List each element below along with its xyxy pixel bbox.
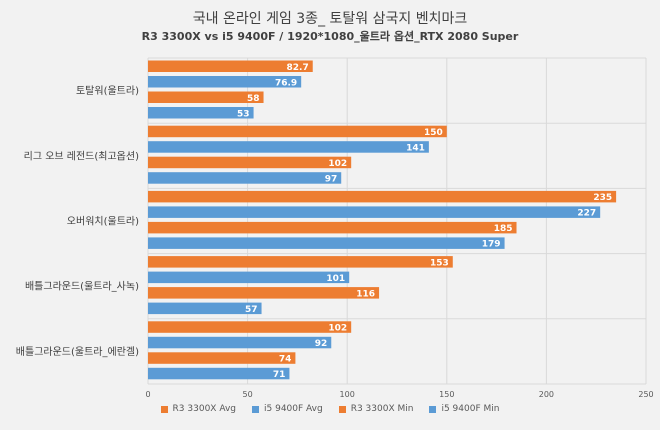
y-tick-label: 배틀그라운드(울트라_에란겔) [16, 346, 139, 358]
bar [148, 256, 453, 268]
data-label: 235 [593, 193, 612, 203]
data-label: 82.7 [287, 63, 309, 73]
data-label: 71 [273, 370, 286, 380]
legend-item: i5 9400F Min [429, 404, 499, 414]
chart-subtitle: R3 3300X vs i5 9400F / 1920*1080_울트라 옵션_… [141, 30, 519, 43]
legend-label: i5 9400F Min [441, 404, 500, 414]
bar [148, 141, 429, 153]
legend-swatch [160, 405, 168, 413]
data-label: 53 [237, 109, 250, 119]
data-label: 97 [325, 174, 338, 184]
legend-swatch [338, 405, 346, 413]
y-tick-label: 배틀그라운드(울트라_사녹) [25, 281, 139, 293]
bar [148, 221, 517, 234]
bar [148, 60, 313, 72]
bar [148, 287, 380, 299]
bar [148, 172, 342, 184]
x-tick-label: 200 [539, 390, 554, 399]
y-tick-label: 리그 오브 레전드(최고옵션) [24, 150, 139, 162]
bar [148, 237, 505, 249]
x-tick-label: 100 [340, 390, 355, 399]
bar [148, 76, 302, 88]
data-label: 227 [577, 209, 596, 219]
x-tick-label: 50 [243, 390, 253, 399]
data-label: 150 [424, 128, 443, 138]
bar [148, 367, 290, 380]
bar [148, 91, 264, 103]
data-label: 185 [494, 224, 513, 234]
x-tick-label: 0 [145, 390, 150, 399]
bar [148, 190, 617, 203]
bar [148, 206, 601, 218]
x-tick-label: 150 [439, 390, 454, 399]
legend-item: i5 9400F Avg [252, 404, 323, 414]
data-label: 102 [328, 159, 347, 169]
data-label: 116 [356, 289, 375, 299]
bar [148, 302, 262, 315]
bar [148, 352, 296, 364]
data-label: 102 [328, 324, 347, 334]
legend-item: R3 3300X Min [338, 404, 414, 414]
y-tick-label: 오버워치(울트라) [67, 215, 139, 228]
legend-label: R3 3300X Avg [172, 404, 236, 414]
data-label: 101 [326, 274, 345, 284]
legend-item: R3 3300X Avg [160, 404, 236, 414]
y-tick-label: 토탈워(울트라) [76, 84, 139, 97]
bar [148, 271, 350, 284]
legend-swatch [252, 405, 259, 413]
legend-label: i5 9400F Avg [264, 404, 323, 414]
data-label: 179 [482, 240, 501, 250]
legend: R3 3300X Avg i5 9400F Avg R3 3300X Min i… [0, 404, 660, 414]
bar [148, 156, 352, 169]
data-label: 58 [247, 94, 260, 104]
data-label: 76.9 [275, 78, 297, 88]
data-label: 74 [279, 355, 292, 365]
bar [148, 336, 332, 349]
bar [148, 107, 254, 119]
data-label: 141 [406, 143, 425, 153]
data-label: 153 [430, 258, 449, 268]
bar [148, 125, 447, 138]
legend-swatch [429, 405, 437, 413]
data-label: 92 [315, 339, 328, 349]
x-tick-label: 250 [638, 390, 653, 399]
chart-title: 국내 온라인 게임 3종_ 토탈워 삼국지 벤치마크 [192, 11, 468, 27]
bar [148, 321, 352, 333]
data-label: 57 [245, 305, 258, 315]
legend-label: R3 3300X Min [350, 404, 414, 414]
